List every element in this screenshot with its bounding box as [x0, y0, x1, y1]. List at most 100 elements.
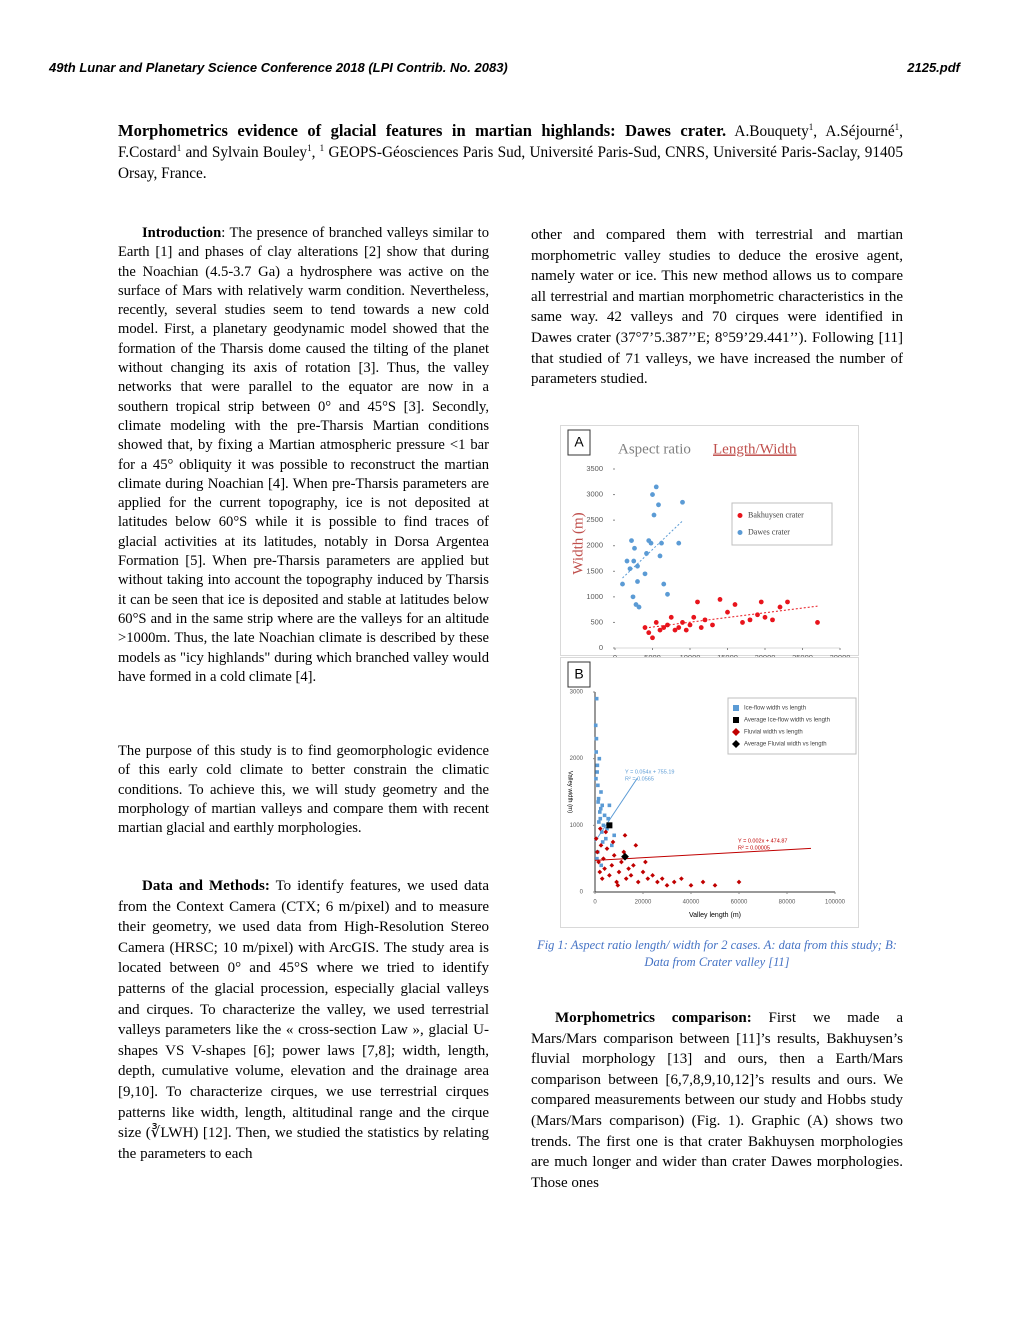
- authors: A.Bouquety1, A.Séjourné1, F.Costard1 and…: [118, 121, 903, 182]
- point: [642, 571, 648, 577]
- point: [698, 625, 704, 630]
- point: [596, 783, 600, 788]
- point: [680, 499, 685, 505]
- point: [732, 602, 738, 607]
- y-axis-label: Width (m): [570, 512, 586, 574]
- point: [629, 538, 634, 543]
- point: [605, 826, 609, 831]
- point: [653, 620, 659, 625]
- point: [594, 776, 598, 781]
- point: [594, 750, 598, 754]
- point: [598, 806, 603, 811]
- y-tick-label: 0: [580, 890, 584, 896]
- running-header: 49th Lunar and Planetary Science Confere…: [49, 60, 508, 75]
- point: [602, 813, 607, 818]
- author-text: A.Bouquety: [726, 123, 809, 140]
- panel-letter-box: [567, 661, 591, 688]
- x-tick-label: 20000: [635, 900, 652, 906]
- paper-title: Morphometrics evidence of glacial featur…: [118, 121, 727, 140]
- point: [695, 599, 700, 605]
- x-tick-label: 100000: [825, 900, 846, 906]
- point: [665, 591, 670, 597]
- point: [596, 796, 601, 801]
- point: [785, 599, 790, 605]
- legend-box: [727, 697, 857, 755]
- point: [657, 627, 663, 633]
- point: [640, 869, 646, 875]
- introduction: Introduction: The presence of branched v…: [118, 224, 489, 687]
- point: [680, 620, 685, 625]
- affiliation-mark: 1: [808, 121, 814, 132]
- y-tick-label: 1000: [570, 823, 584, 829]
- y-tick-label: 3000: [586, 490, 603, 499]
- x-tick-label: 80000: [779, 900, 796, 906]
- legend-swatch: [737, 530, 743, 535]
- point: [635, 579, 640, 584]
- point: [653, 484, 659, 490]
- y-tick-label: 3500: [586, 464, 603, 473]
- x-tick-label: 60000: [731, 900, 748, 906]
- chart-title: Aspect ratio: [618, 441, 691, 457]
- point: [600, 840, 605, 844]
- section-heading: Data and Methods:: [142, 878, 270, 894]
- point: [604, 836, 608, 841]
- point: [717, 597, 723, 602]
- figure-caption: Fig 1: Aspect ratio length/ width for 2 …: [537, 938, 897, 969]
- point: [687, 622, 693, 628]
- y-tick-label: 2000: [570, 756, 584, 762]
- author-text: , A.Séjourné: [813, 123, 895, 140]
- panel-letter-box: [567, 429, 591, 456]
- point: [593, 723, 598, 728]
- legend-label: Average Fluvial width vs length: [744, 742, 827, 748]
- point: [601, 823, 606, 828]
- methods: Data and Methods: To identify features, …: [118, 876, 489, 1164]
- point: [755, 612, 760, 618]
- paragraph: To identify features, we used data from …: [118, 878, 490, 1162]
- author-text: ,: [311, 144, 320, 161]
- point: [740, 620, 745, 625]
- x-tick-label: 40000: [683, 900, 700, 906]
- title-block: Morphometrics evidence of glacial featur…: [118, 120, 903, 184]
- point: [710, 622, 715, 628]
- point: [650, 635, 655, 641]
- y-tick-label: 2500: [586, 515, 603, 524]
- point: [668, 614, 674, 620]
- point: [606, 816, 610, 821]
- point: [594, 696, 599, 701]
- point: [815, 620, 820, 625]
- point: [631, 558, 637, 564]
- legend-swatch: [732, 728, 740, 736]
- point: [595, 856, 599, 861]
- point: [633, 602, 639, 607]
- y-tick-label: 2000: [586, 541, 603, 550]
- legend-swatch: [737, 513, 743, 518]
- point: [661, 625, 667, 630]
- point: [661, 581, 667, 587]
- point: [620, 581, 625, 587]
- legend-label: Fluvial width vs length: [744, 730, 803, 736]
- point: [610, 843, 614, 848]
- fit-r-squared: R² = 0.00005: [738, 845, 770, 851]
- point: [646, 630, 652, 636]
- y-tick-label: 1500: [586, 566, 603, 575]
- y-tick-label: 1000: [586, 592, 603, 601]
- affiliation-mark: 1: [176, 142, 182, 153]
- point: [595, 763, 600, 768]
- paragraph: The purpose of this study is to find geo…: [118, 743, 489, 837]
- x-tick-label: 0: [593, 900, 597, 906]
- point: [651, 512, 657, 518]
- point: [606, 822, 613, 829]
- point: [758, 599, 764, 605]
- point: [624, 558, 630, 564]
- paragraph: : The presence of branched valleys simil…: [118, 225, 489, 685]
- affiliation-mark: 1: [319, 142, 325, 153]
- point: [700, 879, 706, 885]
- legend-swatch: [733, 717, 739, 723]
- legend-label: Bakhuysen crater: [748, 510, 804, 519]
- author-text: and Sylvain Bouley: [181, 144, 308, 161]
- comparison: Morphometrics comparison: First we made …: [531, 1008, 903, 1193]
- section-heading: Morphometrics comparison:: [555, 1010, 752, 1026]
- point: [595, 770, 599, 774]
